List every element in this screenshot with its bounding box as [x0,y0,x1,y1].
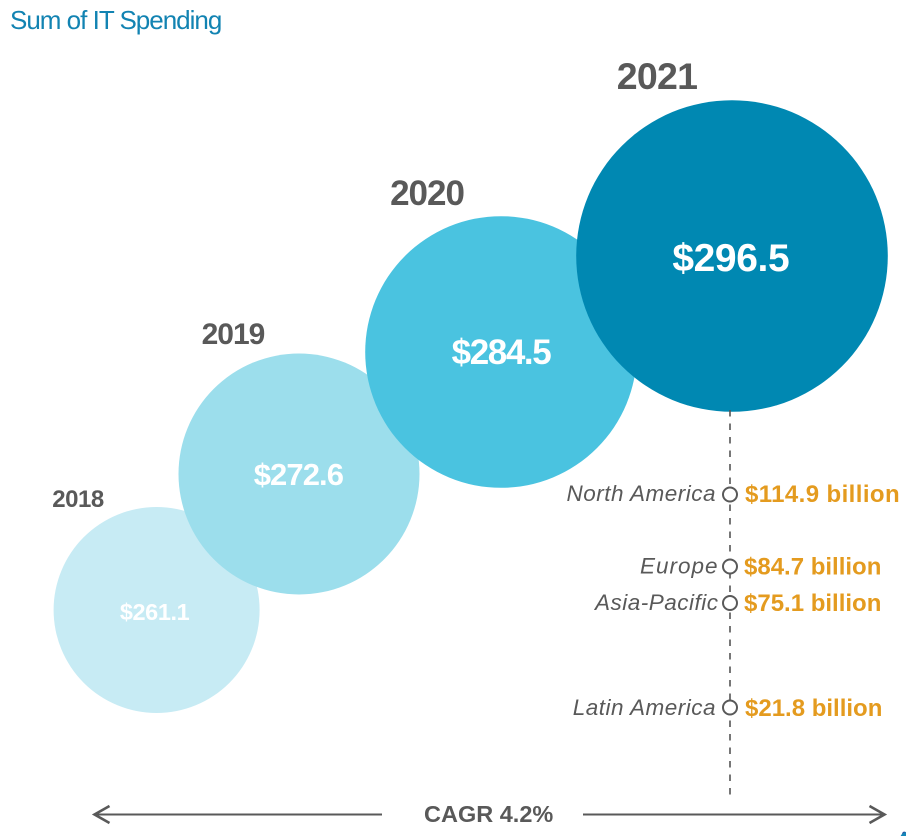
svg-text:2021: 2021 [617,55,698,97]
svg-text:$114.9 billion: $114.9 billion [745,481,900,508]
svg-text:2020: 2020 [390,174,464,213]
svg-text:Latin America: Latin America [573,695,716,720]
svg-text:Europe: Europe [640,554,719,579]
svg-text:Asia-Pacific: Asia-Pacific [593,590,719,615]
svg-text:2018: 2018 [52,486,104,513]
svg-text:$84.7 billion: $84.7 billion [744,554,881,581]
svg-text:CAGR 4.2%: CAGR 4.2% [424,801,553,827]
svg-text:$296.5: $296.5 [672,237,789,280]
svg-text:$261.1: $261.1 [120,599,190,625]
svg-text:$21.8 billion: $21.8 billion [745,695,882,722]
svg-text:$284.5: $284.5 [452,333,552,372]
svg-text:Sum of IT Spending: Sum of IT Spending [10,5,221,35]
svg-text:$272.6: $272.6 [254,457,344,492]
svg-text:$75.1 billion: $75.1 billion [744,590,881,617]
svg-text:2019: 2019 [202,318,265,351]
svg-text:North America: North America [567,481,716,506]
